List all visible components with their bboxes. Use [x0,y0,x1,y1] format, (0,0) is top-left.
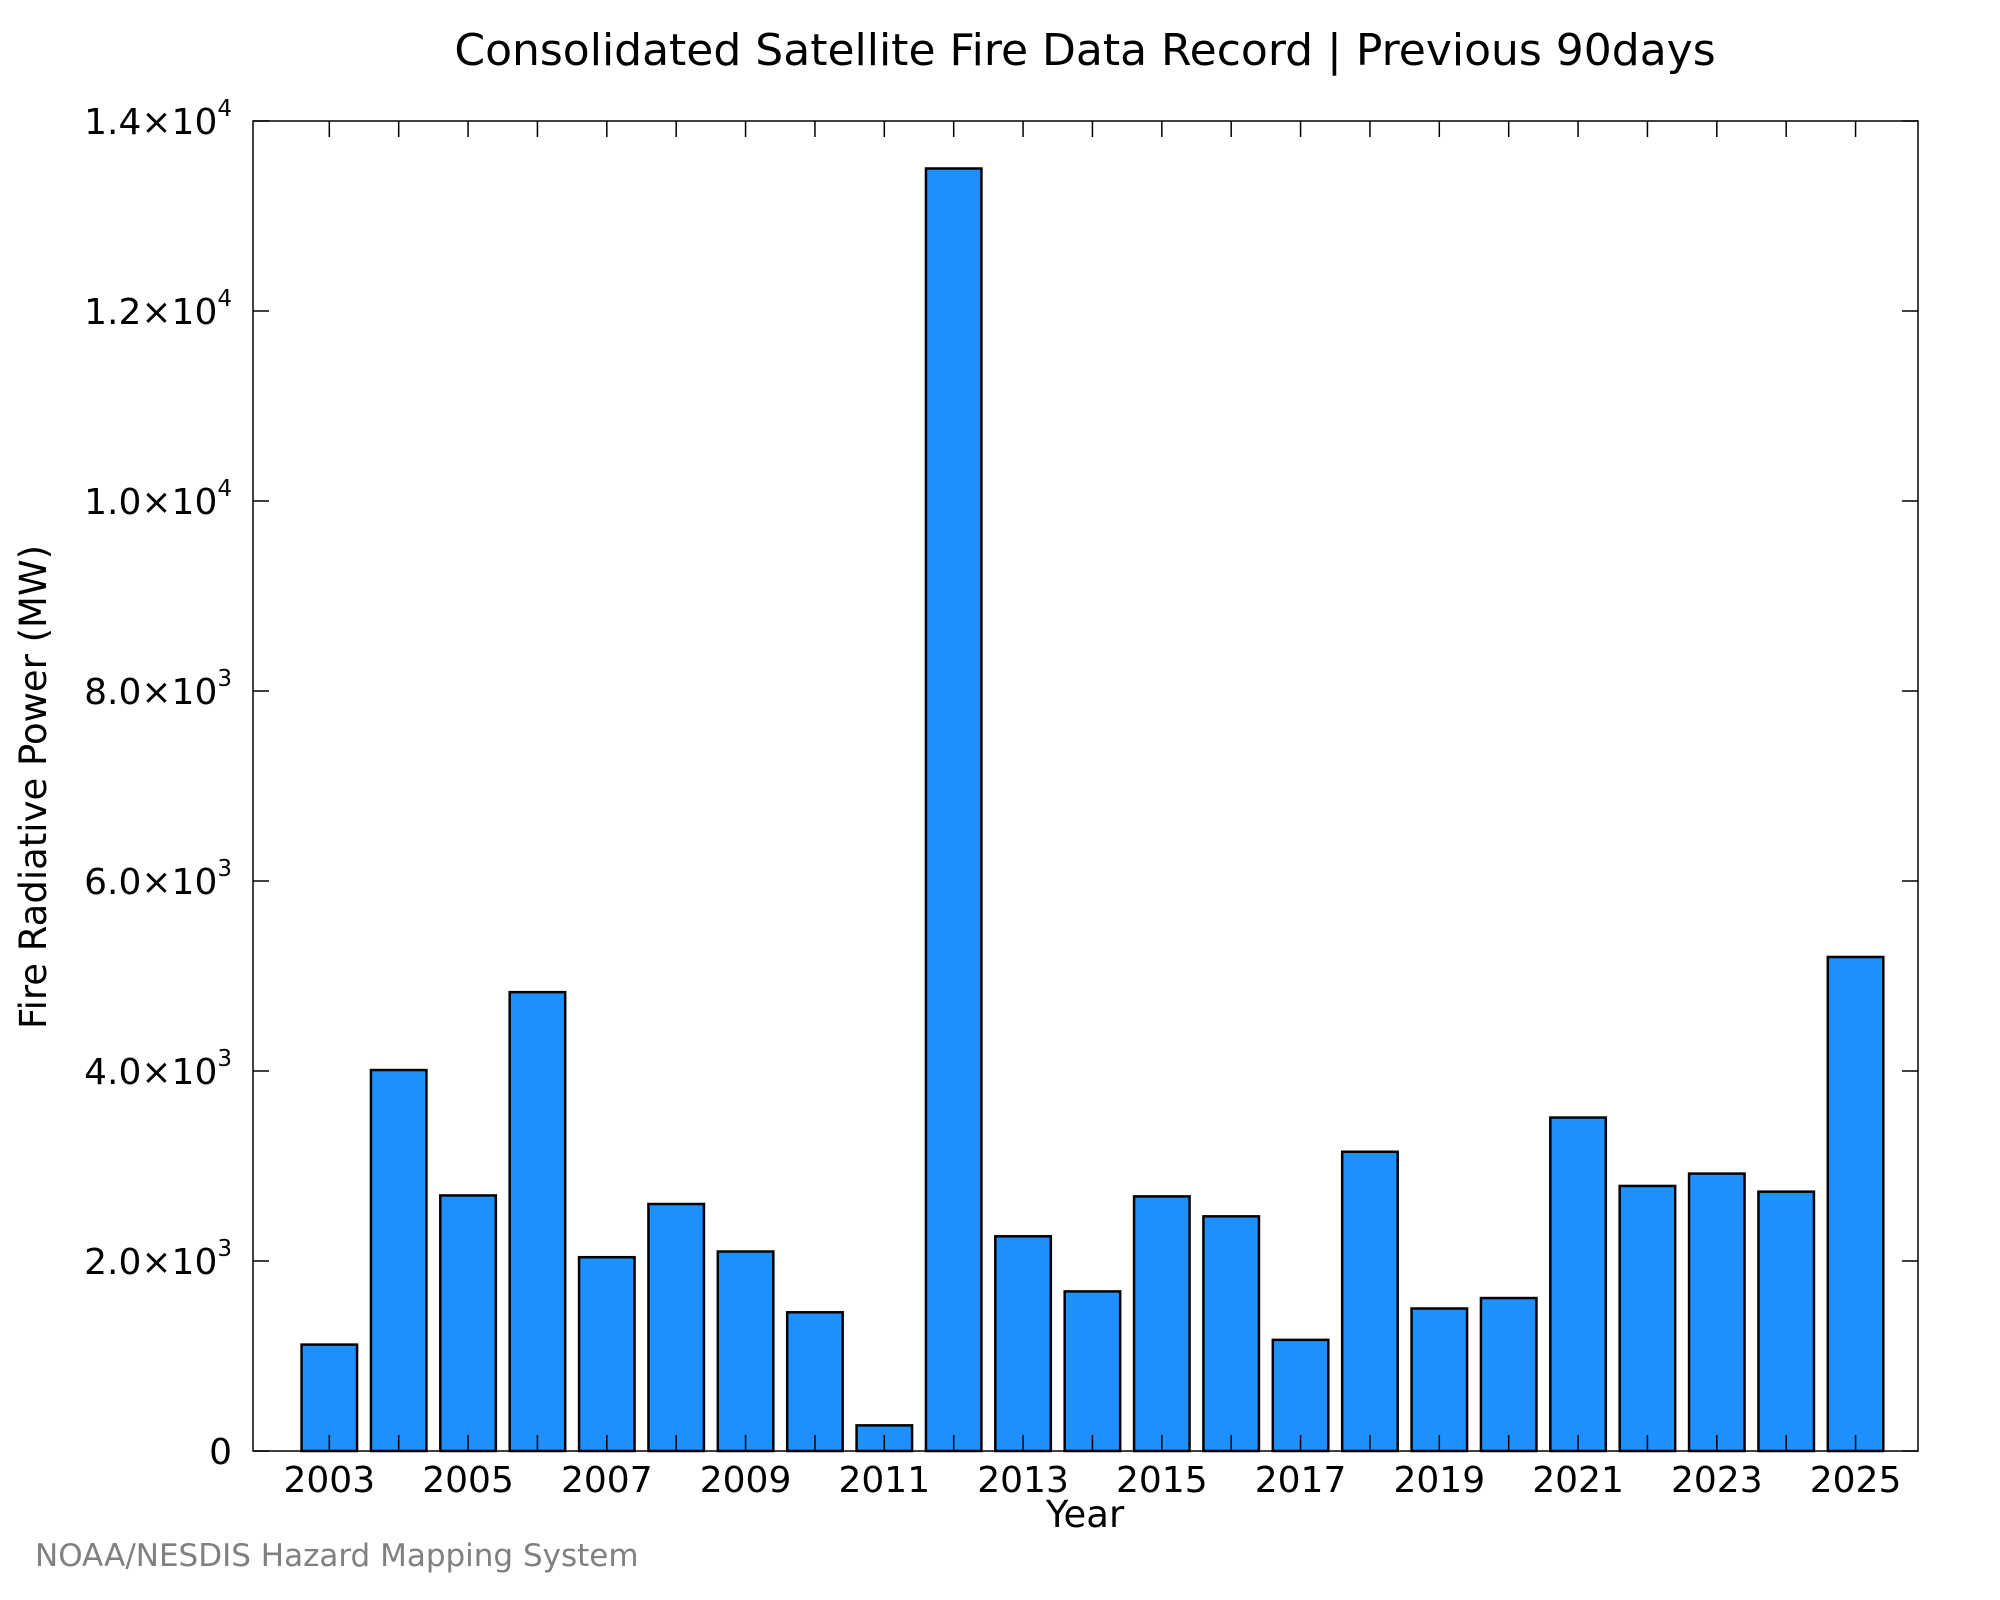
bar-2018 [1340,1150,1399,1453]
bar-2005 [439,1194,498,1453]
x-tick-label: 2019 [1394,1460,1486,1501]
bar-2020 [1479,1296,1538,1453]
x-tick-label: 2005 [422,1460,514,1501]
credit-text: NOAA/NESDIS Hazard Mapping System [35,1538,639,1574]
bar-2003 [300,1343,359,1453]
y-tick-label: 4.0×103 [84,1046,232,1093]
y-tick-label: 0 [209,1432,232,1473]
y-tick-label: 8.0×103 [84,666,232,713]
bar-2022 [1618,1184,1677,1453]
x-tick-label: 2007 [561,1460,653,1501]
bar-2010 [785,1311,844,1453]
y-tick-label: 6.0×103 [84,856,232,903]
bar-2004 [369,1068,428,1453]
y-tick-label: 1.2×104 [84,286,232,333]
ticks-group [253,120,1918,1452]
bar-2021 [1549,1116,1608,1453]
bar-2014 [1063,1290,1122,1453]
bar-2015 [1132,1195,1191,1453]
x-tick-label: 2011 [839,1460,931,1501]
bar-2012 [924,167,983,1453]
bars-group [300,167,1885,1453]
bar-2009 [716,1250,775,1453]
x-tick-label: 2025 [1810,1460,1902,1501]
bar-2024 [1757,1190,1816,1453]
bar-2008 [647,1202,706,1453]
bar-2013 [994,1235,1053,1453]
y-tick-labels: 0 2.0×103 4.0×103 6.0×103 8.0×103 1.0×104 1.2×… [84,96,232,1473]
bar-2006 [508,990,567,1453]
bar-2025 [1826,955,1885,1453]
bar-2023 [1687,1172,1746,1453]
x-axis-label: Year [1045,1493,1125,1536]
x-tick-label: 2017 [1255,1460,1347,1501]
bar-2007 [577,1255,636,1453]
x-tick-label: 2021 [1532,1460,1624,1501]
chart-title: Consolidated Satellite Fire Data Record … [454,25,1715,76]
x-tick-labels: 2003 2005 2007 2009 2011 2013 2015 2017 2019 2021… [284,1460,1902,1501]
plot-frame [252,120,1919,1452]
x-tick-label: 2003 [284,1460,376,1501]
y-tick-label: 2.0×103 [84,1236,232,1283]
y-axis-label: Fire Radiative Power (MW) [12,545,55,1029]
bar-2016 [1202,1215,1261,1453]
y-tick-label: 1.4×104 [84,96,232,143]
x-tick-label: 2015 [1116,1460,1208,1501]
y-tick-label: 1.0×104 [84,476,232,523]
bar-2019 [1410,1307,1469,1453]
x-tick-label: 2023 [1671,1460,1763,1501]
x-tick-label: 2009 [700,1460,792,1501]
x-tick-label: 2013 [977,1460,1069,1501]
bar-2017 [1271,1338,1330,1453]
